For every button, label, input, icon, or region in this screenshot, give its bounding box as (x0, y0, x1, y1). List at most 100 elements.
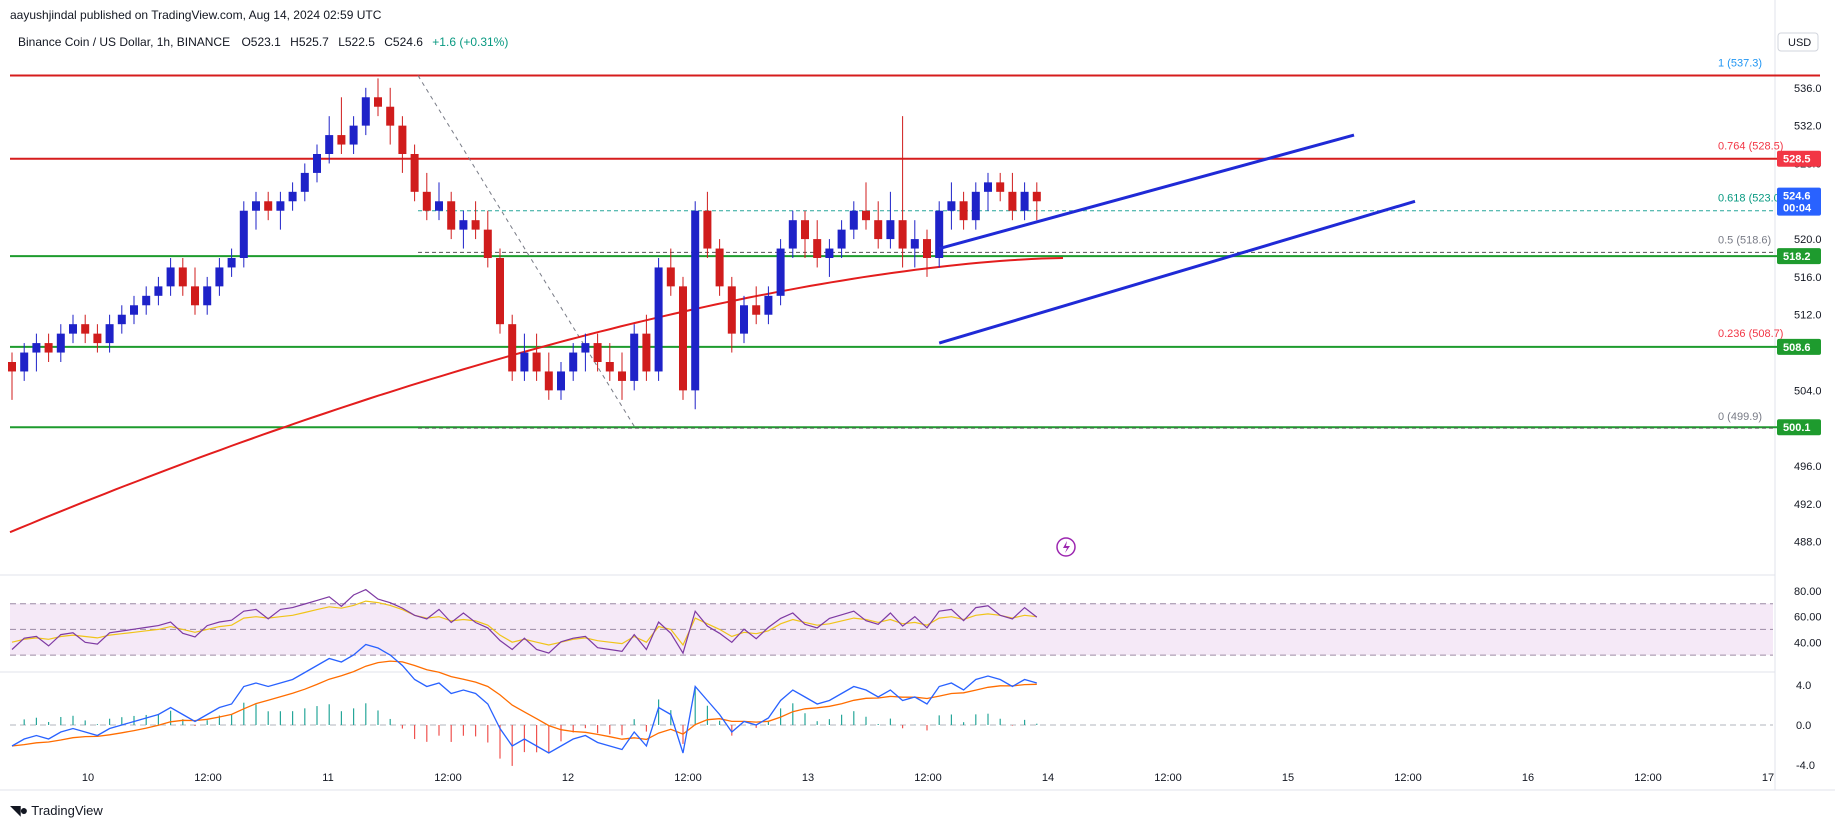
candle-body (813, 239, 822, 258)
channel-upper-line (938, 133, 1355, 250)
candle-body (300, 172, 309, 192)
price-tick-label: 520.0 (1794, 234, 1822, 246)
price-tick-label: 504.0 (1794, 385, 1822, 397)
candle-body (874, 220, 883, 240)
moving-average-line (9, 257, 1064, 534)
price-tag-label: 500.1 (1783, 422, 1811, 434)
candle-body (386, 106, 395, 126)
candle-body (825, 248, 834, 258)
rsi-tick-label: 40.00 (1794, 637, 1822, 649)
tradingview-brand[interactable]: ◥● TradingView (10, 802, 103, 819)
candle-body (398, 125, 407, 154)
candle-body (740, 305, 748, 334)
time-tick-label: 16 (1522, 772, 1534, 784)
time-tick-label: 11 (322, 772, 333, 784)
candle-body (130, 305, 138, 315)
lightning-bolt-icon (1063, 541, 1070, 553)
price-tag (1777, 419, 1821, 436)
candle-body (996, 182, 1005, 192)
price-tag (1777, 248, 1821, 265)
candle-body (544, 371, 553, 391)
price-tick-label: 512.0 (1794, 310, 1822, 322)
candle-body (727, 286, 736, 334)
time-tick-label: 12 (562, 772, 574, 784)
candle-body (1008, 191, 1017, 211)
rsi-tick-label: 60.00 (1794, 612, 1822, 624)
time-tick-label: 12:00 (674, 772, 702, 784)
price-tick-label: 516.0 (1794, 272, 1822, 284)
candle-body (642, 333, 651, 372)
macd-tick-label: -4.0 (1796, 760, 1815, 772)
candle-body (447, 201, 456, 230)
candle-body (508, 324, 517, 372)
candle-body (849, 210, 858, 230)
price-tag-label: 528.5 (1783, 154, 1811, 166)
candle-body (288, 191, 297, 202)
symbol-line: Binance Coin / US Dollar, 1h, BINANCE O5… (18, 35, 508, 49)
candle-body (178, 267, 187, 287)
tradingview-logo-icon: ◥● (10, 802, 28, 818)
candle-body (923, 239, 931, 258)
currency-label: USD (1788, 37, 1811, 49)
fib-label: 0.618 (523.0) (1718, 193, 1783, 205)
candle-body (313, 154, 321, 173)
publisher-line: aayushjindal published on TradingView.co… (10, 8, 382, 22)
candle-body (679, 286, 687, 391)
price-tick-label: 496.0 (1794, 461, 1822, 473)
candle-body (630, 333, 639, 381)
fib-trend-line (417, 75, 637, 430)
candle-body (410, 154, 419, 192)
price-tick-label: 532.0 (1794, 121, 1822, 133)
candle-body (374, 97, 382, 107)
candle-body (154, 286, 163, 296)
candle-body (361, 97, 370, 126)
channel-lower-line (938, 199, 1416, 345)
candle-body (557, 371, 565, 391)
candle-body (654, 267, 663, 372)
time-tick-label: 10 (82, 772, 94, 784)
candle-body (325, 135, 334, 154)
price-tag-countdown: 00:04 (1783, 203, 1812, 215)
price-tick-label: 492.0 (1794, 499, 1822, 511)
candle-body (459, 220, 468, 230)
candle-body (105, 324, 114, 344)
candle-body (93, 333, 102, 344)
macd-tick-label: 0.0 (1796, 720, 1811, 732)
candle-body (862, 210, 870, 221)
candle-body (227, 258, 236, 268)
time-tick-label: 12:00 (914, 772, 942, 784)
candle-body (435, 201, 443, 211)
candle-body (666, 267, 675, 287)
macd-signal-line (11, 660, 1037, 747)
candle-body (1032, 191, 1041, 202)
candle-body (605, 362, 614, 372)
candle-body (898, 220, 907, 249)
candle-body (532, 352, 541, 372)
macd-line (11, 643, 1037, 754)
candle-body (349, 125, 358, 145)
candle-body (239, 210, 248, 258)
candle-body (703, 210, 712, 249)
ohlc-change: +1.6 (+0.31%) (432, 35, 509, 49)
price-tag-label: 508.6 (1783, 342, 1811, 354)
fib-label: 1 (537.3) (1718, 58, 1762, 70)
ohlc-close: C524.6 (384, 35, 423, 49)
macd-tick-label: 4.0 (1796, 680, 1811, 692)
candle-body (618, 371, 626, 381)
candle-body (20, 352, 29, 372)
price-tag (1777, 150, 1821, 167)
fib-label: 0.5 (518.6) (1718, 234, 1771, 246)
price-tick-label: 536.0 (1794, 83, 1822, 95)
price-tag (1777, 187, 1821, 216)
rsi-tick-label: 80.00 (1794, 586, 1822, 598)
time-tick-label: 15 (1282, 772, 1294, 784)
brand-label: TradingView (31, 803, 103, 818)
symbol-name[interactable]: Binance Coin / US Dollar, 1h, BINANCE (18, 35, 231, 49)
candle-body (752, 305, 761, 315)
candle-body (886, 220, 895, 240)
time-tick-label: 12:00 (1394, 772, 1422, 784)
fib-label: 0.764 (528.5) (1718, 141, 1783, 153)
rsi-ma-line (11, 600, 1037, 647)
time-tick-label: 13 (802, 772, 814, 784)
